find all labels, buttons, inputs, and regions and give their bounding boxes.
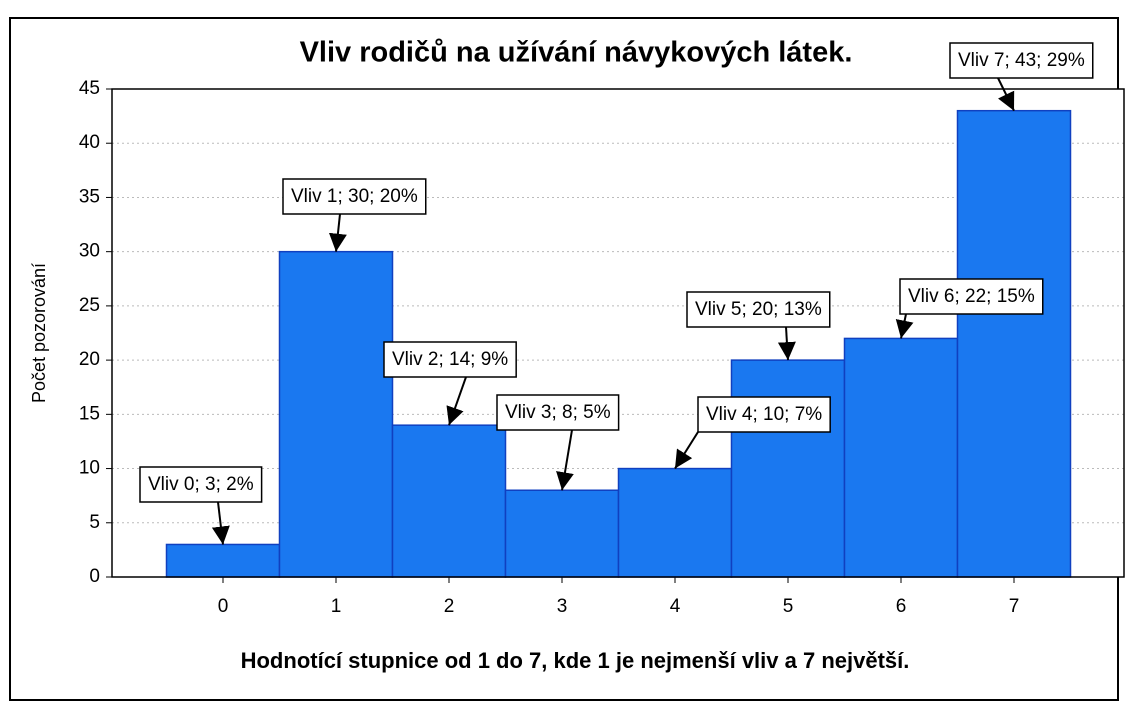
bar xyxy=(504,489,620,578)
plot-border xyxy=(111,88,1125,578)
y-tick-label: 40 xyxy=(79,132,100,153)
value-label-arrow xyxy=(674,431,699,470)
y-tick-label: 20 xyxy=(79,349,100,370)
bar xyxy=(165,543,281,578)
bar xyxy=(278,250,394,578)
y-tick-label: 45 xyxy=(79,78,100,99)
value-label: Vliv 1; 30; 20% xyxy=(291,186,418,207)
value-label-arrow xyxy=(328,213,347,252)
value-label-box xyxy=(899,278,1044,315)
value-label-box xyxy=(496,394,620,431)
bar xyxy=(391,424,507,578)
y-tick-label: 0 xyxy=(89,566,100,587)
chart-title: Vliv rodičů na užívání návykových látek. xyxy=(300,37,853,69)
x-axis-label: Hodnotící stupnice od 1 do 7, kde 1 je n… xyxy=(241,648,910,673)
value-label-box xyxy=(282,178,427,215)
value-label-box xyxy=(697,396,831,433)
value-label: Vliv 7; 43; 29% xyxy=(958,50,1085,71)
value-label-box xyxy=(383,341,517,378)
x-tick-label: 6 xyxy=(896,596,907,617)
value-label-arrow xyxy=(777,326,796,361)
value-label-box xyxy=(686,291,831,328)
x-tick-label: 7 xyxy=(1009,596,1020,617)
value-label-arrow xyxy=(211,501,230,545)
value-label-box xyxy=(139,466,263,503)
value-label-arrow xyxy=(446,376,467,426)
value-label: Vliv 4; 10; 7% xyxy=(706,404,822,425)
y-tick-label: 35 xyxy=(79,186,100,207)
x-tick-label: 2 xyxy=(444,596,455,617)
value-label: Vliv 0; 3; 2% xyxy=(148,474,254,495)
bar xyxy=(843,337,959,578)
value-label-box xyxy=(949,42,1094,79)
bar xyxy=(617,467,733,578)
value-label-arrow xyxy=(895,313,914,339)
value-label: Vliv 2; 14; 9% xyxy=(392,349,508,370)
value-label: Vliv 6; 22; 15% xyxy=(908,286,1035,307)
x-tick-label: 1 xyxy=(331,596,342,617)
x-tick-label: 4 xyxy=(670,596,681,617)
value-label: Vliv 5; 20; 13% xyxy=(695,299,822,320)
y-tick-label: 15 xyxy=(79,403,100,424)
value-label-arrow xyxy=(997,77,1015,112)
y-tick-label: 30 xyxy=(79,241,100,262)
y-tick-label: 25 xyxy=(79,295,100,316)
x-tick-label: 5 xyxy=(783,596,794,617)
x-tick-label: 0 xyxy=(218,596,229,617)
bar xyxy=(730,359,846,578)
y-axis-label: Počet pozorování xyxy=(29,263,49,403)
y-tick-label: 10 xyxy=(79,458,100,479)
value-label-arrow xyxy=(556,429,574,491)
bar xyxy=(956,109,1072,578)
x-tick-label: 3 xyxy=(557,596,568,617)
y-tick-label: 5 xyxy=(89,512,100,533)
value-label: Vliv 3; 8; 5% xyxy=(505,402,611,423)
